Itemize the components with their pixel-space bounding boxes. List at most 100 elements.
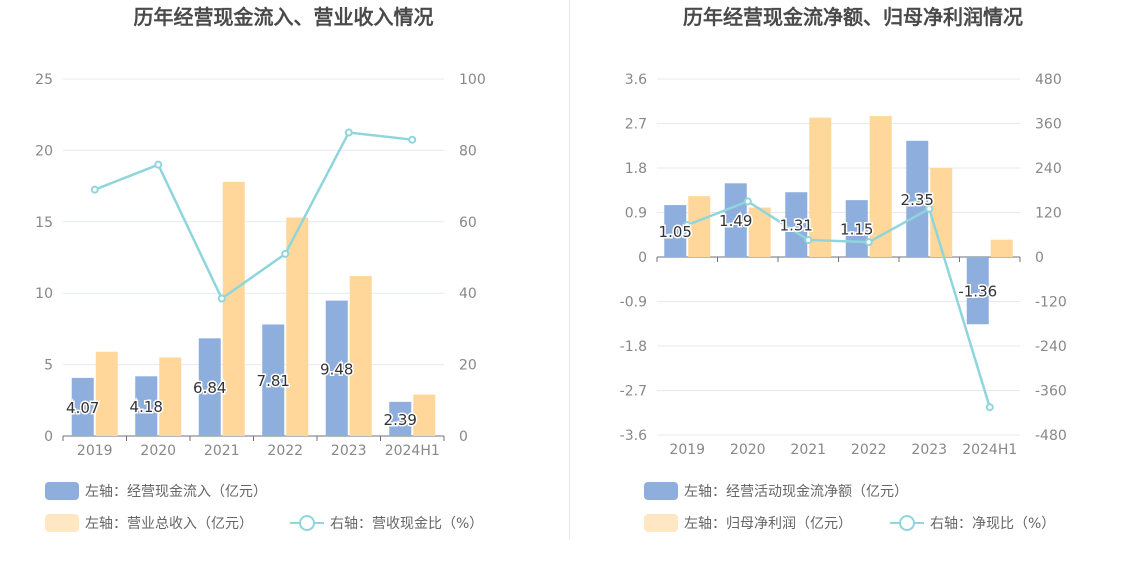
bar-secondary bbox=[349, 276, 372, 436]
legend-label: 左轴：归母净利润（亿元） bbox=[684, 516, 852, 532]
bar-secondary bbox=[930, 168, 953, 257]
legend-label: 右轴：净现比（%） bbox=[930, 516, 1056, 532]
bar-value-label: 1.15 bbox=[840, 221, 873, 239]
ratio-point bbox=[804, 235, 813, 244]
y-right-tick-label: 60 bbox=[459, 215, 477, 231]
ratio-line bbox=[686, 199, 991, 408]
legend-swatch-orange bbox=[45, 514, 79, 532]
y-right-tick-label: 240 bbox=[1035, 161, 1062, 177]
ratio-point bbox=[344, 128, 353, 137]
y-left-tick-label: -2.7 bbox=[620, 384, 647, 400]
bar-value-label: 7.81 bbox=[257, 372, 290, 390]
bar-secondary bbox=[413, 394, 436, 436]
ratio-point bbox=[743, 197, 752, 206]
ratio-line bbox=[94, 131, 413, 301]
bar-primary bbox=[135, 376, 158, 436]
bar-value-label: 1.31 bbox=[780, 217, 813, 235]
bar-value-label: 6.84 bbox=[193, 379, 226, 397]
x-category-label: 2019 bbox=[669, 442, 705, 458]
y-left-tick-label: -3.6 bbox=[620, 428, 647, 444]
bar-primary bbox=[785, 192, 808, 257]
y-right-tick-label: -240 bbox=[1035, 339, 1067, 355]
bar-primary bbox=[262, 324, 285, 436]
bar-secondary bbox=[869, 116, 892, 257]
y-left-tick-label: 15 bbox=[35, 215, 53, 231]
bar-value-label: 2.39 bbox=[384, 411, 417, 429]
x-category-label: 2024H1 bbox=[385, 443, 440, 459]
y-left-tick-label: 3.6 bbox=[625, 72, 647, 88]
panel-divider bbox=[569, 0, 570, 540]
y-left-tick-label: -1.8 bbox=[620, 339, 647, 355]
bar-value-label: 2.35 bbox=[901, 191, 934, 209]
y-right-tick-label: -480 bbox=[1035, 428, 1067, 444]
legend-line-swatch bbox=[290, 514, 324, 532]
y-right-tick-label: 80 bbox=[459, 143, 477, 159]
ratio-point bbox=[154, 160, 163, 169]
bar-primary bbox=[198, 338, 221, 436]
bar-secondary bbox=[159, 357, 182, 436]
left-chart-title: 历年经营现金流入、营业收入情况 bbox=[133, 5, 434, 29]
legend-label: 左轴：营业总收入（亿元） bbox=[85, 516, 253, 532]
bar-secondary bbox=[990, 239, 1013, 257]
legend-swatch-orange bbox=[644, 514, 678, 532]
y-right-tick-label: 40 bbox=[459, 286, 477, 302]
ratio-point bbox=[985, 403, 994, 412]
legend-label: 左轴：经营现金流入（亿元） bbox=[85, 484, 267, 500]
ratio-point bbox=[281, 249, 290, 258]
bar-secondary bbox=[688, 196, 711, 257]
y-right-tick-label: 100 bbox=[459, 72, 486, 88]
bar-secondary bbox=[748, 207, 771, 257]
x-category-label: 2020 bbox=[730, 442, 766, 458]
bar-secondary bbox=[95, 351, 118, 436]
legend-label: 右轴：营收现金比（%） bbox=[330, 516, 484, 532]
right-legend-item-net-cash-flow[interactable]: 左轴：经营活动现金流净额（亿元） bbox=[644, 480, 908, 502]
ratio-point bbox=[683, 221, 692, 230]
left-legend-item-revenue[interactable]: 左轴：营业总收入（亿元） bbox=[45, 512, 253, 534]
right-legend-item-net-profit[interactable]: 左轴：归母净利润（亿元） bbox=[644, 512, 852, 534]
bar-primary bbox=[724, 183, 747, 257]
x-category-label: 2021 bbox=[790, 442, 826, 458]
legend-line-swatch bbox=[890, 514, 924, 532]
y-right-tick-label: -360 bbox=[1035, 384, 1067, 400]
right-chart-title: 历年经营现金流净额、归母净利润情况 bbox=[683, 5, 1023, 29]
x-category-label: 2023 bbox=[331, 443, 367, 459]
legend-swatch-blue bbox=[45, 482, 79, 500]
ratio-point bbox=[90, 185, 99, 194]
x-category-label: 2022 bbox=[851, 442, 887, 458]
bar-value-label: 1.49 bbox=[719, 212, 752, 230]
bar-value-label: 9.48 bbox=[320, 360, 353, 378]
bar-primary bbox=[664, 205, 687, 257]
y-left-tick-label: 10 bbox=[35, 286, 53, 302]
ratio-point bbox=[408, 135, 417, 144]
y-left-tick-label: 20 bbox=[35, 143, 53, 159]
right-legend-item-ratio[interactable]: 右轴：净现比（%） bbox=[890, 512, 1055, 534]
y-left-tick-label: 1.8 bbox=[625, 161, 647, 177]
y-right-tick-label: -120 bbox=[1035, 295, 1067, 311]
x-category-label: 2024H1 bbox=[962, 442, 1017, 458]
ratio-point bbox=[217, 294, 226, 303]
legend-swatch-blue bbox=[644, 482, 678, 500]
x-category-label: 2022 bbox=[267, 443, 303, 459]
y-right-tick-label: 0 bbox=[1035, 250, 1044, 266]
legend-label: 左轴：经营活动现金流净额（亿元） bbox=[684, 484, 908, 500]
y-left-tick-label: 2.7 bbox=[625, 117, 647, 133]
x-category-label: 2023 bbox=[911, 442, 947, 458]
bar-primary bbox=[389, 401, 412, 436]
bar-primary bbox=[966, 257, 989, 325]
y-right-tick-label: 360 bbox=[1035, 117, 1062, 133]
y-left-tick-label: 0.9 bbox=[625, 206, 647, 222]
y-left-tick-label: 25 bbox=[35, 72, 53, 88]
x-category-label: 2021 bbox=[204, 443, 240, 459]
ratio-point bbox=[864, 238, 873, 247]
y-left-tick-label: -0.9 bbox=[620, 295, 647, 311]
y-left-tick-label: 0 bbox=[638, 250, 647, 266]
y-right-tick-label: 120 bbox=[1035, 206, 1062, 222]
left-legend-item-ratio[interactable]: 右轴：营收现金比（%） bbox=[290, 512, 483, 534]
y-right-tick-label: 480 bbox=[1035, 72, 1062, 88]
bar-value-label: 4.18 bbox=[130, 398, 163, 416]
bar-secondary bbox=[809, 117, 832, 257]
bar-primary bbox=[71, 377, 94, 436]
bar-value-label: 1.05 bbox=[659, 223, 692, 241]
left-legend-item-cash-inflow[interactable]: 左轴：经营现金流入（亿元） bbox=[45, 480, 267, 502]
